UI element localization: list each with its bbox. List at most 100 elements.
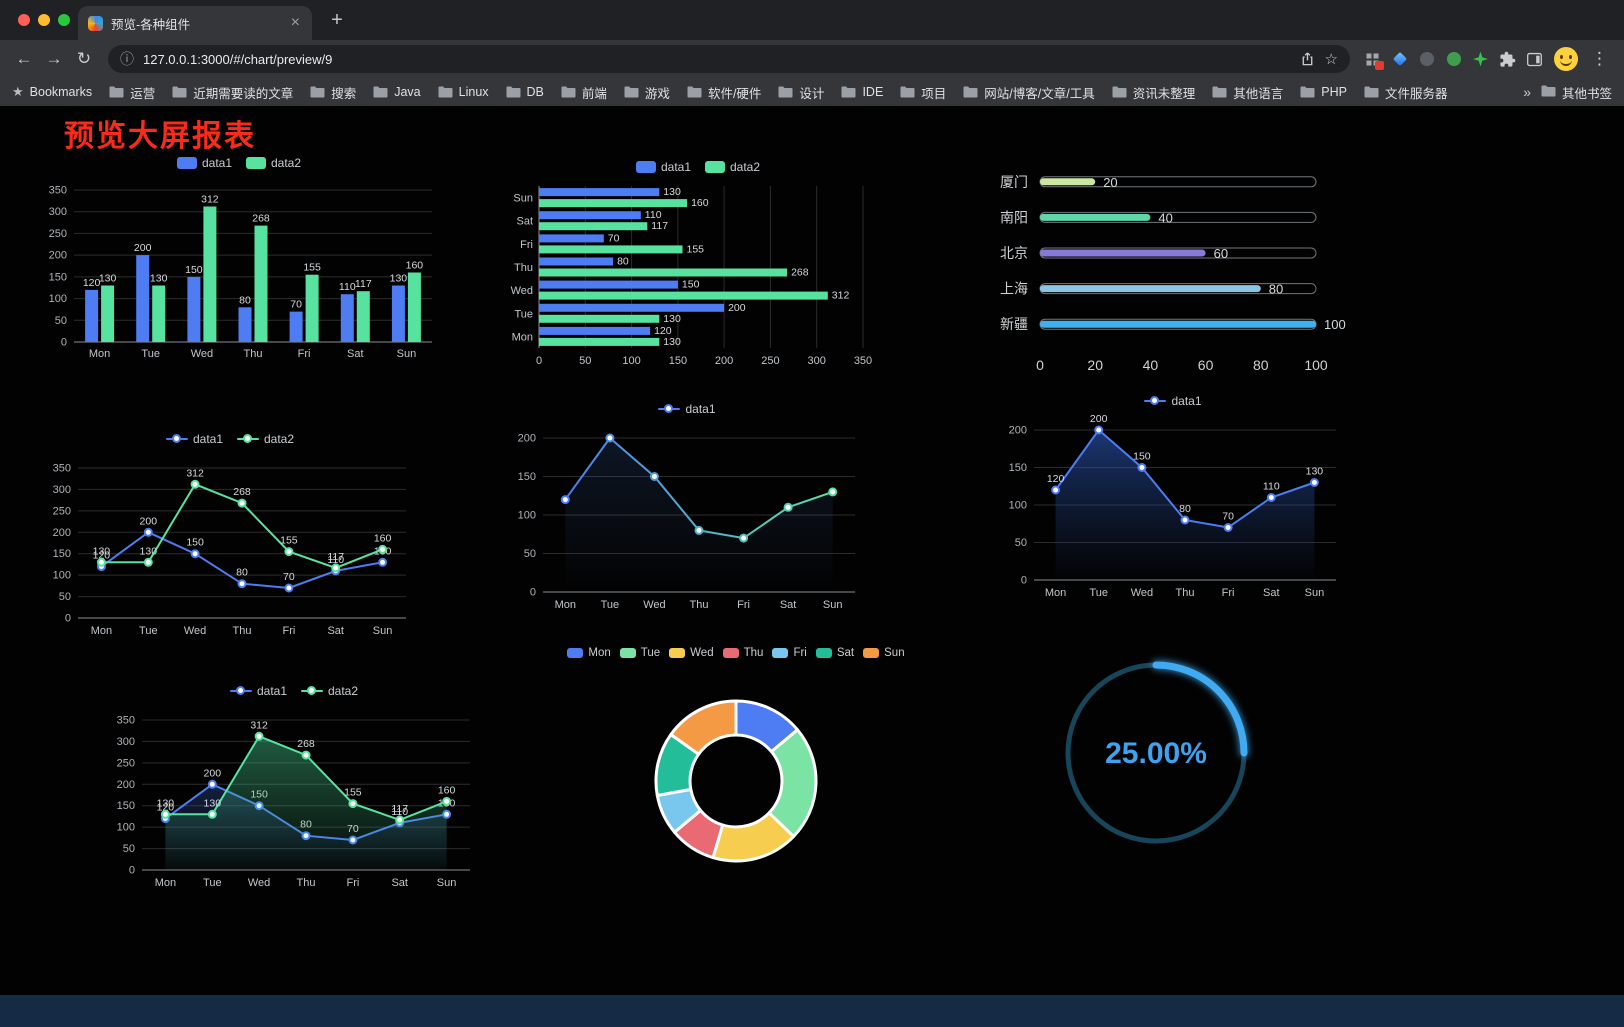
legend-item[interactable]: Thu (722, 647, 763, 659)
bookmark-folder[interactable]: 其他语言 (1212, 83, 1283, 102)
bookmark-folder[interactable]: DB (506, 83, 544, 102)
legend-item[interactable]: data2 (237, 432, 294, 446)
close-window-button[interactable] (18, 14, 30, 26)
extension-dark-circle-icon[interactable] (1414, 46, 1439, 72)
svg-text:50: 50 (59, 591, 71, 603)
svg-text:160: 160 (691, 197, 709, 209)
extensions-puzzle-icon[interactable] (1495, 46, 1520, 72)
svg-text:200: 200 (53, 527, 71, 539)
progress-bar-chart: 厦门 20 南阳 40 北京 60 上海 80 新疆 100 0 20 40 60 80 100 (998, 158, 1352, 374)
legend-item[interactable]: data1 (635, 160, 691, 174)
extension-badge (1375, 61, 1384, 70)
bookmark-folder[interactable]: 文件服务器 (1364, 83, 1447, 102)
svg-text:Thu: Thu (244, 348, 263, 360)
menu-icon[interactable]: ⋮ (1591, 49, 1608, 68)
svg-text:20: 20 (1087, 357, 1103, 373)
extension-gem-icon[interactable] (1387, 46, 1412, 72)
extension-green-star-icon[interactable] (1468, 46, 1493, 72)
svg-text:250: 250 (53, 505, 71, 517)
svg-text:厦门: 厦门 (1000, 174, 1028, 190)
folder-icon (438, 86, 453, 98)
legend-swatch (722, 648, 739, 658)
svg-text:150: 150 (53, 548, 71, 560)
legend-item[interactable]: Fri (772, 647, 807, 659)
side-panel-icon[interactable] (1522, 46, 1547, 72)
svg-text:Wed: Wed (191, 348, 213, 360)
legend-item[interactable]: Wed (669, 647, 714, 659)
svg-text:155: 155 (303, 262, 321, 274)
back-icon[interactable]: ← (15, 49, 33, 68)
legend-item[interactable]: Mon (567, 647, 611, 659)
svg-text:Thu: Thu (514, 262, 533, 274)
svg-text:200: 200 (728, 302, 746, 314)
legend-item[interactable]: data1 (176, 156, 232, 170)
legend-item[interactable]: Sat (815, 647, 854, 659)
other-bookmarks[interactable]: 其他书签 (1541, 83, 1612, 102)
forward-icon[interactable]: → (45, 49, 63, 68)
bookmark-folder[interactable]: 搜索 (310, 83, 356, 102)
star-icon: ★ (12, 84, 24, 99)
extension-green-circle-icon[interactable] (1441, 46, 1466, 72)
window-controls (18, 14, 70, 26)
horizontal-bar-chart: data1 data2 0 50 100 150 200 250 300 350 Sun 130 160… (503, 156, 893, 370)
legend-item[interactable]: Sun (863, 647, 905, 659)
bookmark-folder[interactable]: Linux (438, 83, 489, 102)
bookmark-folder[interactable]: 设计 (778, 83, 824, 102)
svg-text:80: 80 (1253, 357, 1269, 373)
bookmark-folder[interactable]: 前端 (561, 83, 607, 102)
minimize-window-button[interactable] (38, 14, 50, 26)
bookmark-star-icon[interactable]: ☆ (1324, 51, 1338, 68)
site-info-icon[interactable]: ⓘ (120, 51, 134, 67)
legend-item[interactable]: data1 (229, 684, 287, 698)
url-text[interactable]: 127.0.0.1:3000/#/chart/preview/9 (143, 51, 333, 67)
legend-item[interactable]: data2 (301, 684, 358, 698)
legend-item[interactable]: data1 (165, 432, 223, 446)
chart-legend: data1 data2 (40, 428, 420, 450)
folder-icon (1364, 86, 1379, 98)
svg-text:50: 50 (123, 843, 135, 855)
bookmark-folder[interactable]: IDE (841, 83, 883, 102)
bookmark-folder[interactable]: PHP (1300, 83, 1347, 102)
svg-text:200: 200 (518, 433, 536, 445)
legend-item[interactable]: data2 (705, 160, 760, 174)
reload-icon[interactable]: ↻ (76, 49, 92, 68)
gauge-chart: 25.00% (1040, 642, 1272, 864)
new-tab-button[interactable]: + (331, 8, 343, 31)
bookmark-folder[interactable]: Java (373, 83, 421, 102)
svg-text:新疆: 新疆 (1000, 316, 1028, 332)
svg-text:150: 150 (682, 279, 700, 291)
svg-text:117: 117 (327, 551, 344, 563)
svg-text:117: 117 (651, 220, 668, 232)
svg-text:312: 312 (201, 194, 219, 206)
share-icon[interactable] (1300, 51, 1315, 67)
legend-item[interactable]: data1 (1144, 394, 1202, 408)
maximize-window-button[interactable] (58, 14, 70, 26)
svg-text:Thu: Thu (690, 599, 709, 611)
bookmark-folder[interactable]: 资讯未整理 (1112, 83, 1195, 102)
browser-tab[interactable]: 预览-各种组件 × (78, 6, 312, 40)
address-bar[interactable]: ⓘ 127.0.0.1:3000/#/chart/preview/9 ☆ (108, 45, 1350, 73)
bookmarks-manager[interactable]: ★ Bookmarks (12, 84, 92, 100)
svg-text:312: 312 (250, 719, 268, 731)
bookmark-folder[interactable]: 软件/硬件 (687, 83, 761, 102)
svg-text:200: 200 (1009, 425, 1027, 437)
tab-close-icon[interactable]: × (290, 14, 300, 31)
bookmark-folder[interactable]: 游戏 (624, 83, 670, 102)
folder-icon (1541, 85, 1556, 100)
tab-strip: 预览-各种组件 × + (0, 0, 1624, 40)
bookmark-folder[interactable]: 项目 (900, 83, 946, 102)
svg-text:300: 300 (808, 355, 826, 367)
bookmark-folder[interactable]: 网站/博客/文章/工具 (963, 83, 1095, 102)
legend-item[interactable]: data2 (246, 156, 301, 170)
bookmark-folder[interactable]: 近期需要读的文章 (172, 83, 293, 102)
extension-grid-icon[interactable] (1360, 46, 1385, 72)
bookmarks-overflow-chevron[interactable]: » (1523, 84, 1531, 100)
svg-text:155: 155 (344, 787, 362, 799)
legend-item[interactable]: Tue (619, 647, 660, 659)
bookmark-folder[interactable]: 运营 (109, 83, 155, 102)
legend-item[interactable]: data1 (658, 402, 716, 416)
profile-avatar[interactable] (1554, 47, 1578, 71)
browser-toolbar: ← → ↻ ⓘ 127.0.0.1:3000/#/chart/preview/9… (0, 40, 1624, 78)
svg-text:200: 200 (140, 515, 158, 527)
svg-text:50: 50 (524, 548, 536, 560)
